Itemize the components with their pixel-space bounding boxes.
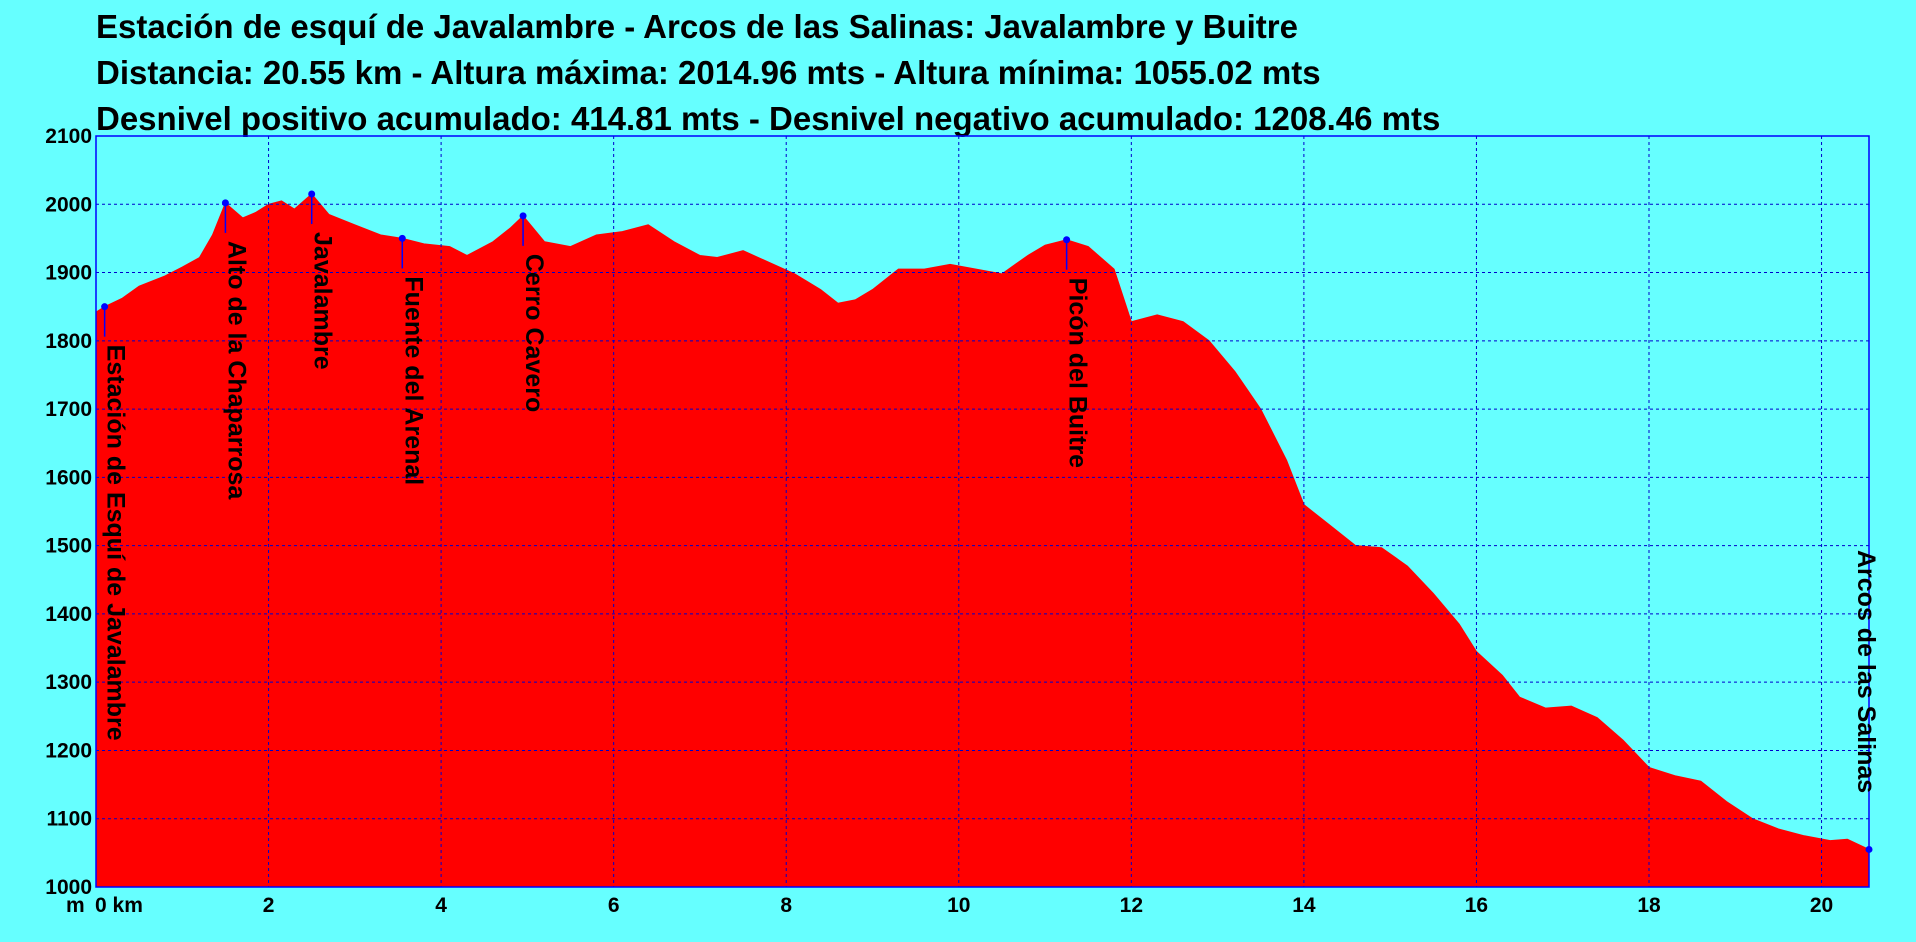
x-tick-label: 16 bbox=[1465, 894, 1488, 917]
chart-title: Estación de esquí de Javalambre - Arcos … bbox=[96, 4, 1440, 142]
y-axis-unit: m bbox=[66, 894, 85, 917]
y-tick-label: 1900 bbox=[45, 262, 92, 285]
waypoint-marker bbox=[101, 303, 109, 311]
y-tick-label: 1400 bbox=[45, 603, 92, 626]
y-tick-label: 1100 bbox=[46, 808, 92, 831]
x-tick-label: 12 bbox=[1120, 894, 1143, 917]
y-tick-label: 1300 bbox=[45, 671, 92, 694]
waypoint-marker bbox=[1865, 845, 1873, 853]
waypoint-label: Arcos de las Salinas bbox=[1852, 550, 1880, 793]
x-tick-label: 2 bbox=[263, 894, 275, 917]
x-tick-label: 10 bbox=[947, 894, 970, 917]
waypoint-label: Picón del Buitre bbox=[1064, 278, 1092, 468]
x-tick-label: 14 bbox=[1292, 894, 1316, 917]
x-tick-label: 0 km bbox=[95, 894, 143, 917]
y-tick-label: 1700 bbox=[45, 398, 92, 421]
x-tick-label: 6 bbox=[608, 894, 620, 917]
waypoint-label: Cerro Cavero bbox=[520, 254, 548, 412]
x-tick-label: 18 bbox=[1637, 894, 1661, 917]
waypoint-marker bbox=[519, 212, 527, 220]
y-tick-label: 2100 bbox=[45, 125, 92, 148]
waypoint-label: Fuente del Arenal bbox=[399, 276, 427, 485]
waypoint-label: Javalambre bbox=[309, 232, 337, 370]
waypoint-label: Estación de Esquí de Javalambre bbox=[102, 345, 130, 741]
y-tick-label: 1000 bbox=[45, 876, 92, 899]
waypoint-marker bbox=[221, 199, 229, 207]
waypoint-label: Alto de la Chaparrosa bbox=[222, 241, 250, 500]
y-tick-label: 1800 bbox=[45, 330, 92, 353]
waypoint-marker bbox=[1063, 236, 1071, 244]
x-tick-label: 4 bbox=[435, 894, 447, 917]
y-tick-label: 2000 bbox=[45, 193, 92, 216]
title-line-route: Estación de esquí de Javalambre - Arcos … bbox=[96, 8, 1298, 45]
elevation-area bbox=[95, 193, 1870, 888]
title-line-elevation-gain: Desnivel positivo acumulado: 414.81 mts … bbox=[96, 100, 1441, 137]
waypoint-marker bbox=[398, 234, 406, 242]
plot-frame bbox=[95, 135, 1870, 888]
x-tick-label: 8 bbox=[780, 894, 792, 917]
y-tick-label: 1500 bbox=[45, 535, 92, 558]
title-line-distance: Distancia: 20.55 km - Altura máxima: 201… bbox=[96, 54, 1321, 91]
y-tick-label: 1600 bbox=[45, 466, 92, 489]
x-tick-label: 20 bbox=[1810, 894, 1833, 917]
waypoint-marker bbox=[308, 190, 316, 198]
y-tick-label: 1200 bbox=[45, 739, 92, 762]
